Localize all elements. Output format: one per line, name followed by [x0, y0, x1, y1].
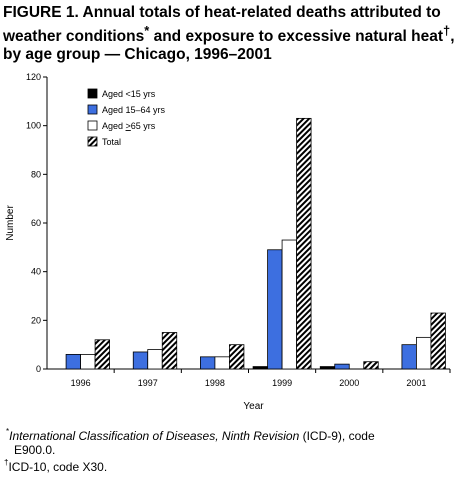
bar-2001-series-3: [416, 336, 432, 370]
y-tick-label: 60: [31, 218, 41, 228]
title-dagger-mark: †: [443, 23, 451, 38]
bar-1999-series-3: [281, 239, 297, 370]
x-tick-label: 1997: [138, 378, 158, 388]
bar-1997-series-2: [132, 351, 149, 370]
title-line-3: by age group — Chicago, 1996–2001: [3, 46, 272, 64]
bar-1999-series-1: [252, 366, 268, 370]
legend-label-1: Aged <15 yrs: [102, 89, 156, 99]
legend: Aged <15 yrs Aged 15–64 yrs Aged >65 yrs To…: [87, 88, 166, 147]
figure-title: FIGURE 1. Annual totals of heat-related …: [3, 4, 461, 64]
bar-2001-series-2: [401, 344, 417, 370]
bar-1998-series-3: [214, 356, 230, 370]
legend-swatch-1: [87, 88, 98, 99]
title-line-1: FIGURE 1. Annual totals of heat-related …: [3, 4, 441, 21]
y-tick-label: 40: [31, 267, 41, 277]
footnote-2-mark: †: [4, 458, 9, 467]
x-tick-label: 2000: [339, 378, 359, 388]
bar-1999-series-4: [296, 117, 312, 370]
legend-swatch-4: [87, 136, 98, 147]
bar-1997-series-4: [161, 332, 178, 370]
bar-2000-series-4: [363, 361, 379, 370]
legend-swatch-3: [87, 120, 98, 131]
bar-2001-series-4: [430, 312, 446, 370]
title-line-2-part-c: ,: [450, 28, 455, 46]
bar-chart: 0 20 40 60 80 100 120 Number 1996 1997 1998 1999 200…: [5, 72, 451, 412]
footnote-1-italic: International Classification of Diseases…: [9, 429, 300, 443]
title-line-2: weather conditions* and exposure to exce…: [3, 22, 461, 46]
footnote-1: *International Classification of Disease…: [4, 426, 460, 457]
y-axis-label: Number: [5, 205, 16, 241]
legend-label-4: Total: [102, 137, 121, 147]
plot-area: 0 20 40 60 80 100 120 Number 1996 1997 1998 1999 200…: [5, 72, 451, 412]
legend-label-3: Aged >65 yrs: [102, 121, 156, 131]
footnote-2-text: ICD-10, code X30.: [8, 460, 108, 474]
bar-1998-series-2: [200, 356, 216, 370]
y-tick-label: 100: [26, 121, 41, 131]
footnote-1-line-2: E900.0.: [14, 443, 56, 457]
y-tick-label: 0: [36, 364, 41, 374]
x-tick-label: 2001: [406, 378, 426, 388]
y-tick-label: 80: [31, 169, 41, 179]
footnote-1-mark: *: [6, 427, 10, 436]
bar-2000-series-1: [319, 366, 336, 370]
footnote-1-text: (ICD-9), code: [299, 429, 375, 443]
bar-1996-series-3: [80, 353, 96, 370]
title-asterisk-mark: *: [144, 23, 150, 38]
legend-label-2: Aged 15–64 yrs: [102, 105, 166, 115]
title-line-2-part-b: and exposure to excessive natural heat: [149, 28, 444, 46]
x-axis-label: Year: [243, 401, 264, 412]
bar-1996-series-2: [65, 353, 81, 370]
footnote-2: †ICD-10, code X30.: [4, 457, 460, 474]
y-tick-label: 120: [26, 72, 41, 82]
legend-swatch-2: [87, 104, 98, 115]
bar-2000-series-2: [334, 363, 350, 370]
x-tick-label: 1999: [272, 378, 292, 388]
bar-1996-series-4: [94, 339, 110, 370]
x-tick-label: 1996: [71, 378, 91, 388]
bar-1999-series-2: [267, 249, 283, 370]
title-line-2-part-a: weather conditions: [3, 28, 145, 46]
y-tick-label: 20: [31, 315, 41, 325]
bar-1998-series-4: [229, 344, 245, 370]
footnotes: *International Classification of Disease…: [4, 426, 460, 474]
bar-1997-series-3: [147, 349, 163, 370]
x-tick-label: 1998: [205, 378, 225, 388]
